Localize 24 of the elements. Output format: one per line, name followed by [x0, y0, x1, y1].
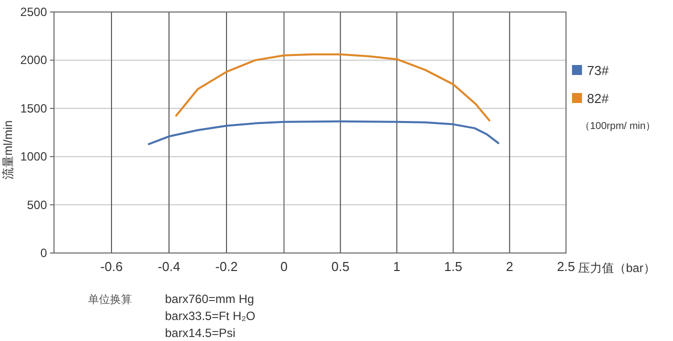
x-tick-label: -0.2: [215, 259, 238, 274]
x-axis-title: 压力值（bar）: [578, 261, 656, 275]
y-tick-label: 2000: [20, 53, 47, 68]
text: barx33.5=Ft H₂O: [165, 309, 256, 323]
legend-title: （100rpm/ min）: [580, 121, 656, 132]
y-tick-label: 1500: [20, 101, 47, 116]
x-tick-label: -0.6: [100, 259, 123, 274]
text: barx14.5=Psi: [165, 326, 236, 340]
y-tick-label: 2500: [20, 5, 47, 19]
text: barx760=mm Hg: [165, 292, 254, 306]
legend-label: 82#: [587, 91, 610, 106]
y-tick-label: 500: [26, 198, 47, 212]
x-tick-label: -0.4: [158, 259, 180, 274]
y-tick-label: 0: [40, 246, 47, 260]
x-tick-label: 0: [280, 259, 288, 274]
x-tick-label: 0.5: [331, 259, 350, 274]
x-tick-label: 2: [506, 259, 514, 274]
y-axis-title: 流量ml/min: [1, 120, 15, 180]
text: 单位换算: [88, 293, 132, 306]
y-tick-label: 1000: [20, 150, 47, 164]
legend-label: 73#: [587, 63, 610, 78]
x-tick-label: 1: [393, 259, 400, 274]
x-tick-label: 1.5: [444, 259, 462, 274]
x-tick-label: 2.5: [556, 259, 576, 274]
